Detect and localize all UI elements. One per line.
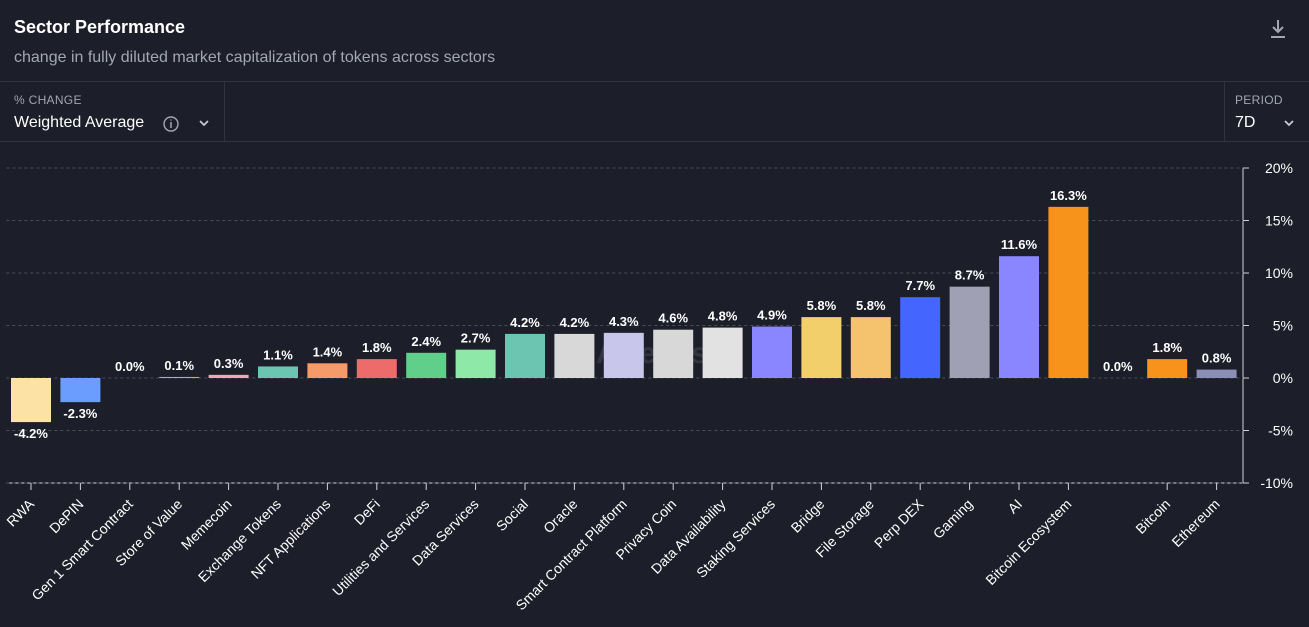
- bar: [801, 317, 842, 378]
- bar: [505, 333, 545, 378]
- y-tick-label: 5%: [1273, 318, 1293, 334]
- value-label: 1.4%: [313, 344, 343, 359]
- divider: [1224, 82, 1225, 141]
- bar: [554, 333, 595, 378]
- value-label: 0.0%: [1103, 359, 1133, 374]
- y-tick-label: -10%: [1260, 475, 1293, 491]
- x-tick-label: Utilities and Services: [329, 496, 432, 599]
- x-tick-label: RWA: [3, 495, 37, 529]
- x-tick-label: Bridge: [788, 496, 828, 536]
- bar: [653, 329, 694, 378]
- x-tick-label: Gaming: [930, 496, 976, 542]
- bar: [949, 286, 990, 378]
- bar: [1048, 206, 1089, 378]
- dropdown-icons: [163, 116, 209, 132]
- value-label: 4.2%: [560, 315, 590, 330]
- period-label: PERIOD: [1235, 93, 1283, 107]
- bar: [999, 256, 1039, 378]
- y-tick-label: 20%: [1265, 160, 1293, 176]
- x-tick-label: Bitcoin: [1132, 496, 1173, 537]
- value-label: 4.8%: [708, 309, 738, 324]
- bar: [11, 378, 51, 423]
- y-tick-label: 10%: [1265, 265, 1293, 281]
- value-label: 4.9%: [757, 308, 787, 323]
- value-label: 5.8%: [856, 298, 886, 313]
- x-tick-label: DeFi: [351, 496, 383, 528]
- value-label: 2.4%: [411, 334, 441, 349]
- value-label: 1.1%: [263, 347, 293, 362]
- bar: [406, 352, 447, 378]
- value-label: 2.7%: [461, 331, 491, 346]
- bar: [1147, 359, 1188, 378]
- value-label: 8.7%: [955, 268, 985, 283]
- bar: [258, 366, 298, 378]
- y-tick-label: -5%: [1268, 423, 1293, 439]
- x-tick-label: DePIN: [46, 496, 86, 536]
- download-button[interactable]: [1268, 18, 1288, 40]
- chevron: [1284, 120, 1294, 127]
- bar: [307, 363, 348, 378]
- x-tick-label: Ethereum: [1168, 496, 1222, 550]
- bar: [850, 317, 891, 378]
- bar: [752, 326, 792, 378]
- value-label: 0.3%: [214, 356, 244, 371]
- metric-label: % CHANGE: [14, 93, 82, 107]
- value-label: 7.7%: [905, 278, 935, 293]
- bar: [603, 332, 644, 378]
- bar: [1196, 369, 1237, 378]
- value-label: 4.3%: [609, 314, 639, 329]
- x-tick-label: Social: [493, 496, 531, 534]
- bar: [159, 376, 200, 378]
- title: Sector Performance: [14, 17, 186, 37]
- value-label: 4.2%: [510, 315, 540, 330]
- bar: [702, 327, 743, 378]
- value-label: -4.2%: [14, 426, 48, 441]
- value-label: 0.0%: [115, 359, 145, 374]
- y-tick-label: 0%: [1273, 370, 1293, 386]
- bar: [900, 297, 941, 378]
- x-tick-label: Exchange Tokens: [195, 496, 284, 585]
- period-dropdown[interactable]: 7D: [1235, 114, 1256, 131]
- divider: [0, 141, 1309, 142]
- divider: [0, 81, 1309, 82]
- x-tick-label: Bitcoin Ecosystem: [982, 496, 1074, 588]
- value-label: 11.6%: [1001, 237, 1038, 252]
- bar: [455, 349, 496, 378]
- x-tick-label: Oracle: [540, 496, 581, 537]
- chart: Artemis -10%-5%0%5%10%15%20%RWA-4.2%DePI…: [3, 160, 1293, 613]
- metric-dropdown[interactable]: Weighted Average: [14, 114, 145, 131]
- x-tick-label: Perp DEX: [871, 495, 927, 551]
- bar: [208, 374, 249, 378]
- y-tick-label: 15%: [1265, 213, 1293, 229]
- divider: [224, 82, 225, 141]
- value-label: 1.8%: [362, 340, 392, 355]
- bar: [356, 359, 397, 378]
- subtitle: change in fully diluted market capitaliz…: [14, 49, 496, 66]
- value-label: 0.1%: [164, 358, 194, 373]
- value-label: 4.6%: [658, 311, 688, 326]
- x-tick-label: AI: [1004, 496, 1025, 517]
- value-label: -2.3%: [63, 406, 97, 421]
- bar: [60, 378, 101, 403]
- value-label: 0.8%: [1202, 351, 1232, 366]
- value-label: 16.3%: [1050, 188, 1087, 203]
- value-label: 5.8%: [807, 298, 837, 313]
- value-label: 1.8%: [1152, 340, 1182, 355]
